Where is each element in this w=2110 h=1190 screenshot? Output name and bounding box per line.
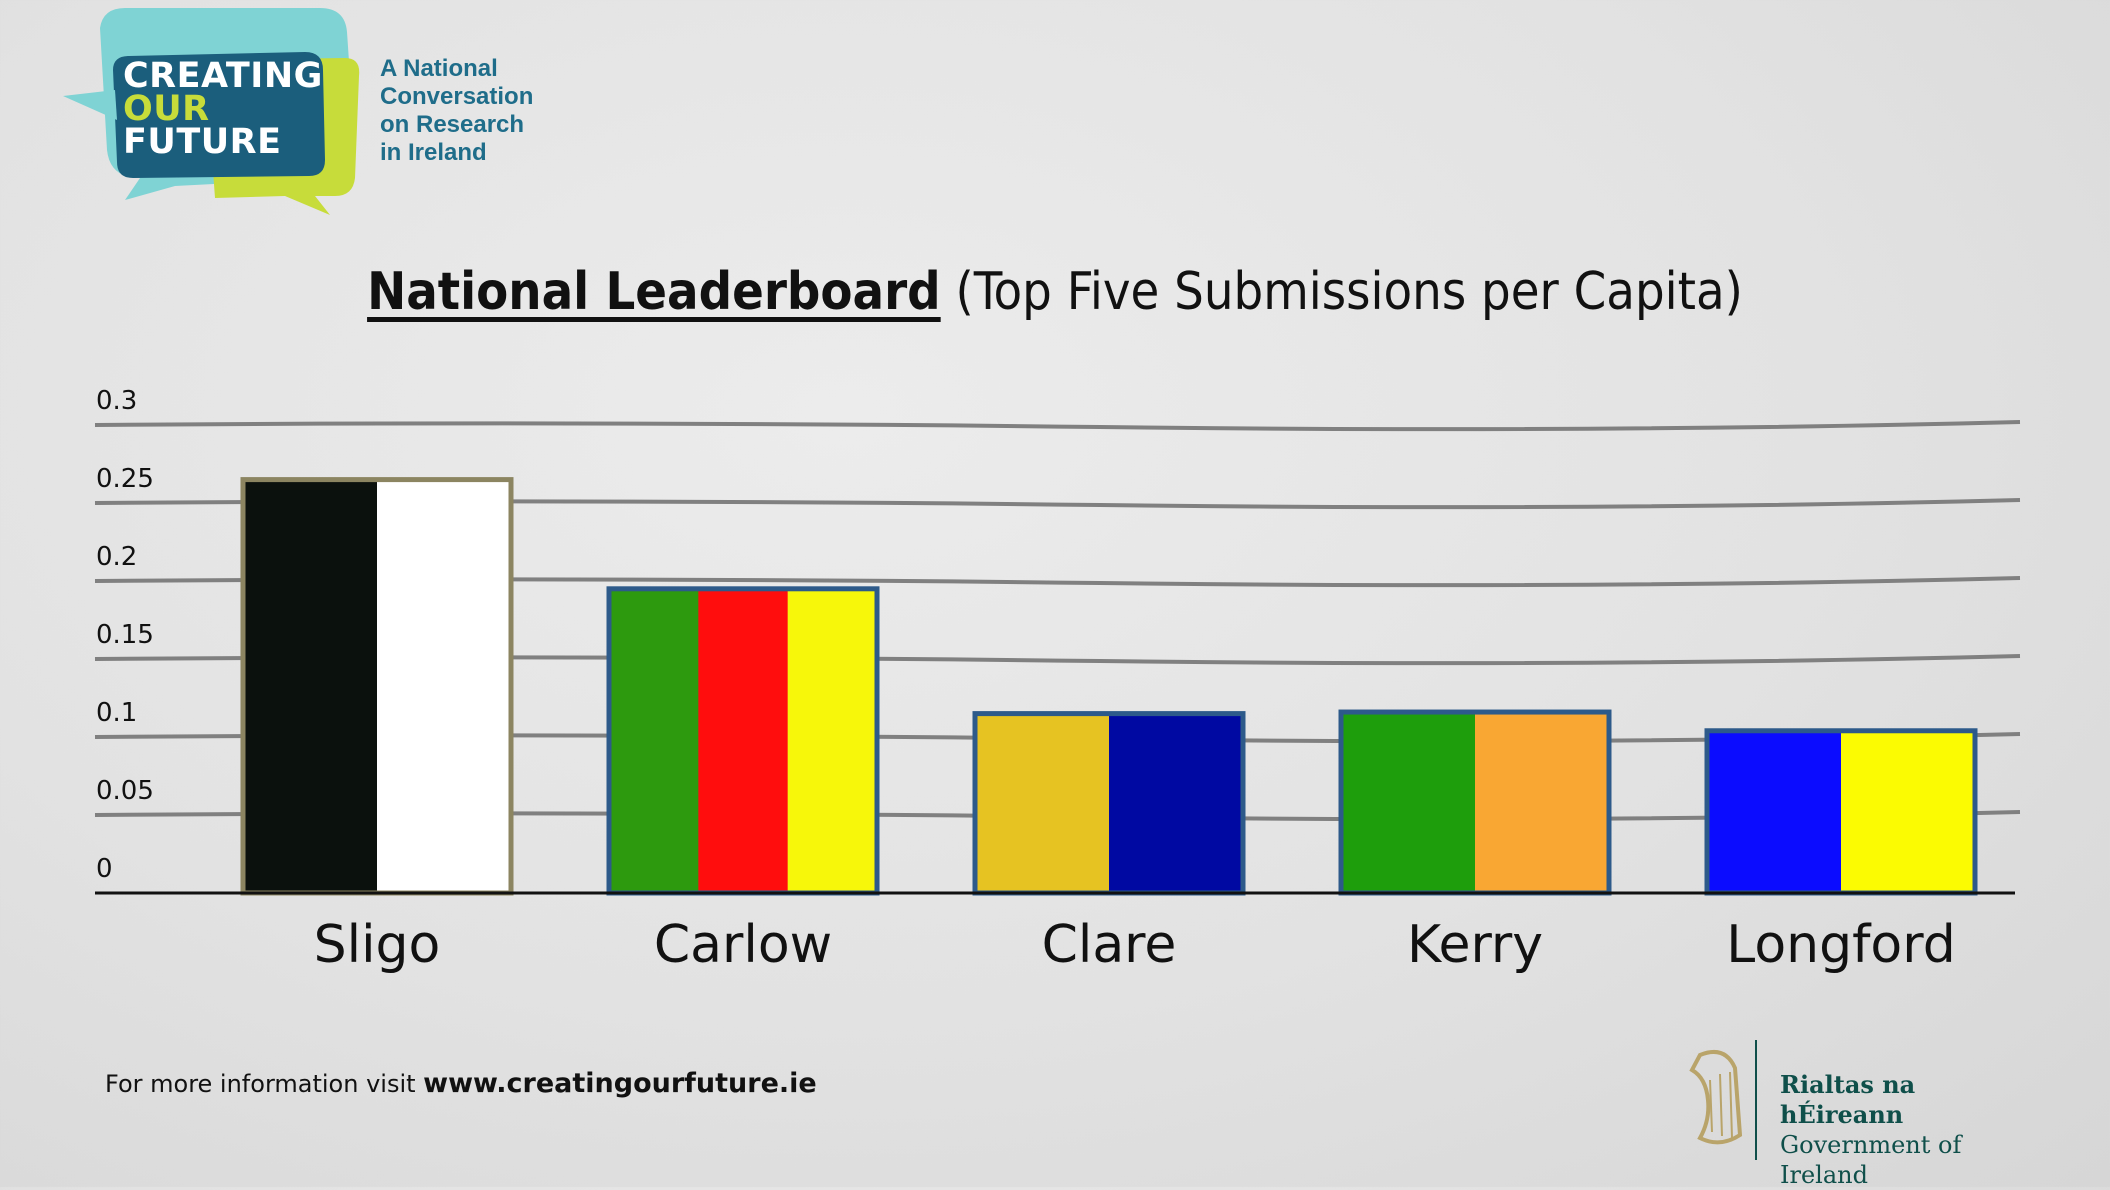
bar-stripe bbox=[243, 479, 378, 893]
bar-stripe bbox=[1341, 712, 1476, 893]
logo-word-our: OUR bbox=[123, 89, 210, 129]
logo-word-future: FUTURE bbox=[123, 122, 282, 162]
bar-stripe bbox=[1841, 730, 1976, 893]
bar-stripe bbox=[787, 588, 878, 893]
footer-url-link[interactable]: www.creatingourfuture.ie bbox=[423, 1068, 817, 1099]
y-tick-label: 0.05 bbox=[96, 776, 154, 806]
bar-stripe bbox=[1707, 730, 1842, 893]
tagline-line: A National bbox=[380, 55, 498, 82]
government-text: Rialtas na hÉireann Government of Irelan… bbox=[1780, 1070, 2030, 1190]
y-tick-label: 0.2 bbox=[96, 542, 137, 572]
y-tick-label: 0.3 bbox=[96, 386, 137, 416]
y-tick-label: 0 bbox=[96, 854, 113, 884]
x-tick-label: Carlow bbox=[654, 915, 832, 975]
government-of-ireland-logo: Rialtas na hÉireann Government of Irelan… bbox=[1670, 1040, 2030, 1189]
logo-tagline: A National Conversation on Research in I… bbox=[380, 55, 533, 167]
chart-title-rest: (Top Five Submissions per Capita) bbox=[955, 262, 1743, 322]
y-axis-ticks: 0 0.05 0.1 0.15 0.2 0.25 0.3 bbox=[96, 386, 154, 884]
x-axis-labels: Sligo Carlow Clare Kerry Longford bbox=[314, 915, 1956, 975]
bar-stripe bbox=[698, 588, 789, 893]
tagline-line: Conversation bbox=[380, 83, 534, 110]
bar-stripe bbox=[377, 479, 512, 893]
x-tick-label: Kerry bbox=[1407, 915, 1543, 975]
x-tick-label: Clare bbox=[1042, 915, 1177, 975]
logo-word-creating: CREATING bbox=[123, 56, 323, 96]
bar-stripe bbox=[1475, 712, 1610, 893]
chart-title: National Leaderboard (Top Five Submissio… bbox=[0, 262, 2110, 322]
bar-stripe bbox=[609, 588, 699, 893]
tagline-line: in Ireland bbox=[380, 139, 487, 166]
bar-carlow bbox=[606, 586, 880, 896]
footer-info: For more information visit www.creatingo… bbox=[105, 1068, 817, 1099]
y-tick-label: 0.25 bbox=[96, 464, 154, 494]
y-tick-label: 0.1 bbox=[96, 698, 137, 728]
bar-longford bbox=[1704, 728, 1978, 896]
bar-kerry bbox=[1338, 709, 1612, 896]
footer-prefix: For more information visit bbox=[105, 1070, 416, 1098]
harp-icon bbox=[1689, 1040, 1757, 1160]
x-tick-label: Sligo bbox=[314, 915, 441, 975]
bar-clare bbox=[972, 711, 1246, 896]
government-english: Government of Ireland bbox=[1780, 1131, 1962, 1189]
government-irish: Rialtas na hÉireann bbox=[1780, 1070, 1916, 1129]
y-tick-label: 0.15 bbox=[96, 620, 154, 650]
bar-stripe bbox=[975, 713, 1110, 893]
grid-line bbox=[94, 420, 2021, 432]
x-tick-label: Longford bbox=[1726, 915, 1955, 975]
bar-chart: 0 0.05 0.1 0.15 0.2 0.25 0.3 Sligo Carlow Clare K… bbox=[94, 386, 2021, 975]
bars bbox=[240, 477, 1978, 896]
bar-sligo bbox=[240, 477, 514, 896]
bar-stripe bbox=[1109, 713, 1244, 893]
creating-our-future-logo: CREATING OUR FUTURE A National Conversat… bbox=[55, 0, 575, 230]
tagline-line: on Research bbox=[380, 111, 525, 138]
speech-bubble-icon bbox=[63, 8, 360, 215]
chart-title-bold: National Leaderboard bbox=[367, 262, 941, 322]
logo-wordmark: CREATING OUR FUTURE bbox=[123, 56, 323, 162]
